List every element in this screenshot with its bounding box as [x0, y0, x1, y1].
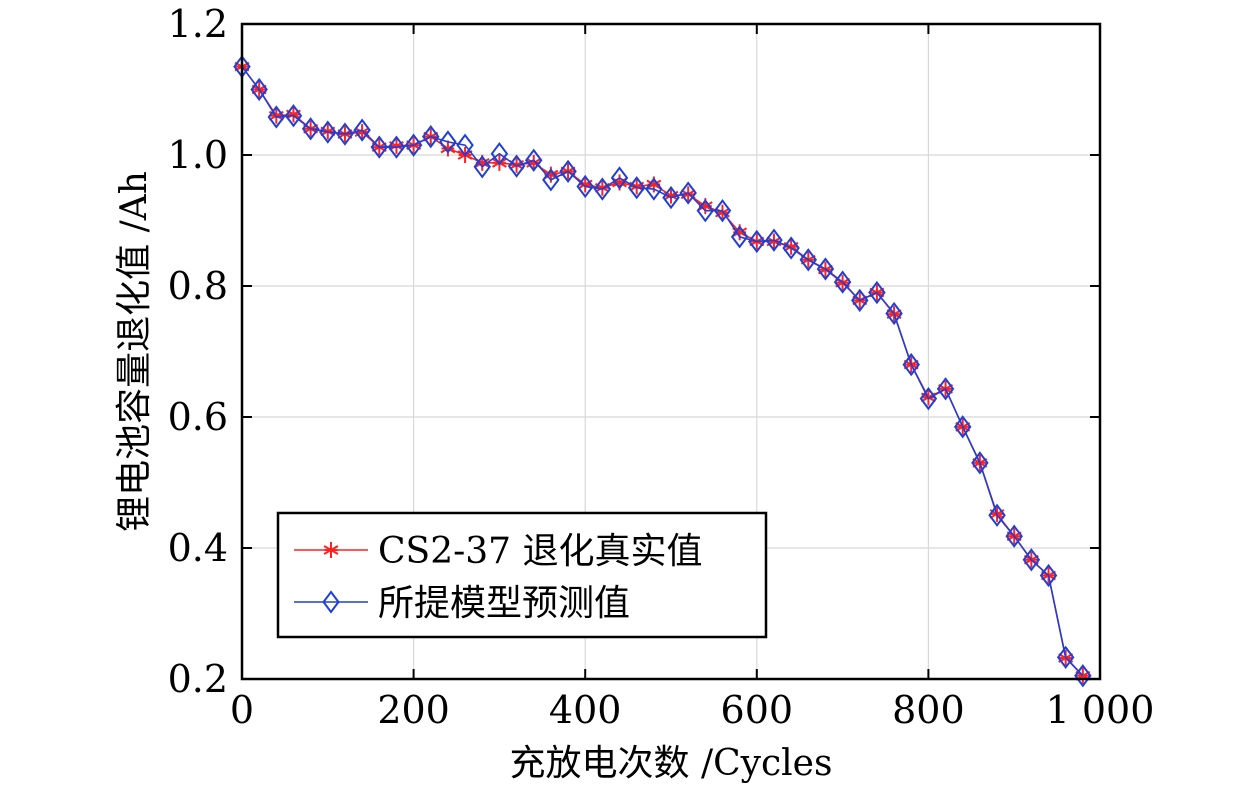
data-point-diamond: [370, 135, 389, 159]
data-point-diamond: [576, 174, 594, 199]
data-point-diamond: [1039, 563, 1058, 588]
data-point-diamond: [627, 176, 646, 200]
data-point-diamond: [971, 451, 989, 475]
data-point-diamond: [593, 177, 612, 201]
x-axis-label: 充放电次数 /Cycles: [510, 743, 833, 784]
data-point-diamond: [319, 120, 337, 144]
data-point-diamond: [885, 301, 903, 326]
data-point-diamond: [748, 229, 766, 254]
data-point-diamond: [250, 77, 268, 102]
data-point-diamond: [799, 248, 818, 272]
x-tick-label: 800: [892, 688, 965, 732]
y-tick-label: 0.4: [168, 526, 228, 570]
data-point-diamond: [301, 117, 320, 141]
data-point-diamond: [782, 236, 800, 260]
data-point-diamond: [387, 135, 406, 159]
data-point-diamond: [919, 386, 938, 411]
data-point-diamond: [1005, 524, 1023, 548]
data-point-diamond: [713, 199, 732, 223]
data-point-diamond: [353, 118, 371, 142]
y-tick-label: 1.2: [168, 2, 228, 46]
data-point-diamond: [988, 503, 1006, 527]
data-point-diamond: [851, 288, 869, 313]
data-point-diamond: [645, 177, 663, 201]
legend-box: [276, 511, 768, 639]
data-point-diamond: [456, 133, 474, 157]
y-tick-label: 0.6: [168, 395, 228, 439]
series-line: [241, 66, 1084, 677]
data-point-diamond: [439, 130, 457, 154]
data-point-diamond: [507, 154, 526, 178]
data-point-diamond: [490, 142, 509, 166]
data-point-diamond: [730, 225, 749, 249]
data-point-diamond: [816, 257, 835, 281]
y-tick-label: 0.8: [168, 264, 228, 308]
y-tick-label: 1.0: [168, 133, 228, 177]
data-point-diamond: [524, 148, 543, 172]
data-point-diamond: [404, 133, 423, 157]
y-tick-label: 0.2: [168, 657, 228, 701]
data-point-diamond: [868, 280, 886, 305]
y-axis-label: 锂电池容量退化值 /Ah: [114, 171, 155, 532]
data-point-diamond: [833, 270, 852, 294]
x-tick-label: 200: [377, 688, 450, 732]
legend-label: 所提模型预测值: [378, 583, 630, 624]
data-point-diamond: [1022, 548, 1041, 572]
x-tick-label: 600: [721, 688, 794, 732]
x-tick-label: 1 000: [1046, 688, 1155, 732]
data-point-diamond: [662, 185, 680, 210]
data-point-diamond: [696, 199, 715, 223]
x-tick-label: 400: [549, 688, 622, 732]
data-point-diamond: [679, 181, 697, 205]
data-point-diamond: [322, 590, 340, 614]
series-2: [233, 54, 1092, 688]
data-point-diamond: [902, 352, 920, 377]
data-point-asterisk: [323, 542, 339, 558]
data-point-diamond: [284, 104, 303, 128]
data-point-diamond: [422, 124, 440, 149]
data-point-diamond: [953, 415, 972, 439]
data-point-diamond: [1074, 664, 1092, 688]
data-point-diamond: [336, 122, 354, 146]
data-point-diamond: [936, 377, 955, 401]
data-point-diamond: [610, 166, 629, 190]
data-point-diamond: [542, 168, 560, 192]
series-layer: [233, 54, 1092, 688]
plot-frame: [240, 22, 1102, 681]
data-point-diamond: [473, 155, 491, 179]
legend-label: CS2-37 退化真实值: [378, 531, 703, 572]
data-point-diamond: [765, 228, 783, 252]
data-point-diamond: [559, 159, 577, 184]
axis-ticks: 0 200 400 600 800 1 000 0.2 0.4 0.6 0.8 1.0 1.2: [168, 2, 1155, 732]
data-point-diamond: [1056, 645, 1075, 670]
data-point-diamond: [267, 105, 286, 129]
x-tick-label: 0: [230, 688, 254, 732]
